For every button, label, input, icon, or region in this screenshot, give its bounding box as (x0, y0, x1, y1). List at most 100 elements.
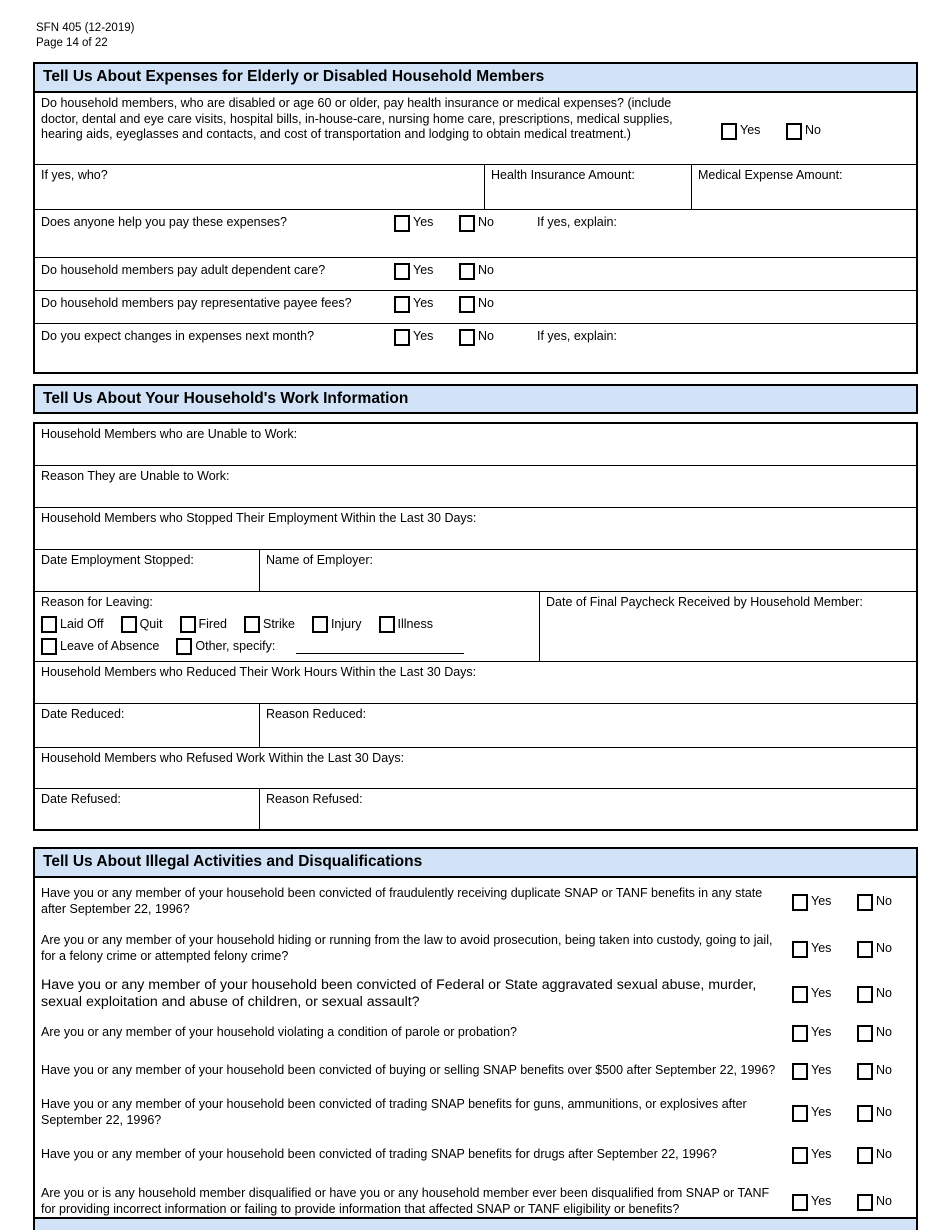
expect-changes-explain-field[interactable]: If yes, explain: (537, 324, 617, 345)
reason-unable-field[interactable]: Reason They are Unable to Work: (35, 466, 916, 509)
date-refused-field[interactable]: Date Refused: (35, 789, 260, 830)
fleeing-felon-question-row: Are you or any member of your household … (35, 926, 916, 972)
yes-checkbox[interactable] (792, 1193, 808, 1211)
date-reduced-field[interactable]: Date Reduced: (35, 704, 260, 748)
stopped-employment-field[interactable]: Household Members who Stopped Their Empl… (35, 508, 916, 551)
section-work: Tell Us About Your Household's Work Info… (33, 383, 918, 832)
no-label: No (876, 941, 892, 956)
section-illegal-body: Have you or any member of your household… (33, 878, 918, 1230)
no-checkbox[interactable] (459, 214, 475, 232)
reduced-hours-field[interactable]: Household Members who Reduced Their Work… (35, 662, 916, 705)
yes-checkbox[interactable] (792, 1104, 808, 1122)
fired-checkbox[interactable] (179, 616, 196, 634)
refused-work-field[interactable]: Household Members who Refused Work Withi… (35, 748, 916, 790)
yes-option: Yes (792, 1146, 857, 1164)
yes-checkbox[interactable] (394, 328, 410, 346)
laid-off-option: Laid Off (41, 616, 104, 634)
question-text: Have you or any member of your household… (41, 976, 757, 1011)
no-checkbox[interactable] (857, 1104, 873, 1122)
yes-checkbox[interactable] (394, 295, 410, 313)
no-checkbox[interactable] (857, 940, 873, 958)
yes-no-group: Yes No (792, 893, 910, 911)
yes-no-group: Yes No (792, 940, 910, 958)
unable-to-work-field[interactable]: Household Members who are Unable to Work… (35, 424, 916, 467)
yes-checkbox[interactable] (792, 1146, 808, 1164)
no-checkbox[interactable] (857, 1193, 873, 1211)
strike-label: Strike (262, 616, 295, 631)
health-insurance-amount-label: Health Insurance Amount: (491, 167, 635, 182)
yes-option: Yes (792, 1024, 857, 1042)
question-text: Have you or any member of your household… (41, 1063, 776, 1078)
yes-label: Yes (811, 1147, 832, 1162)
representative-payee-yes-no: Yes No (394, 291, 524, 313)
other-specify-line[interactable] (296, 640, 465, 654)
help-pay-question-row: Does anyone help you pay these expenses?… (35, 210, 916, 258)
yes-checkbox[interactable] (792, 893, 808, 911)
no-checkbox[interactable] (857, 1062, 873, 1080)
laid-off-checkbox[interactable] (41, 616, 57, 634)
yes-checkbox[interactable] (792, 940, 808, 958)
expect-changes-yes-no: Yes No (394, 324, 524, 346)
date-final-paycheck-field[interactable]: Date of Final Paycheck Received by House… (540, 592, 916, 661)
strike-checkbox[interactable] (243, 616, 260, 634)
yes-label: Yes (413, 215, 434, 230)
illness-checkbox[interactable] (378, 616, 395, 634)
adult-dependent-care-yes-no: Yes No (394, 258, 524, 280)
page-number: Page 14 of 22 (36, 36, 108, 49)
quit-label: Quit (139, 616, 163, 631)
sexual-abuse-question-row: Have you or any member of your household… (35, 972, 916, 1016)
other-checkbox[interactable] (176, 638, 193, 656)
date-employment-stopped-field[interactable]: Date Employment Stopped: (35, 550, 260, 592)
yes-option: Yes (394, 214, 459, 232)
if-yes-who-field[interactable]: If yes, who? (35, 164, 485, 209)
reason-refused-field[interactable]: Reason Refused: (260, 789, 916, 829)
yes-label: Yes (811, 986, 832, 1001)
yes-no-group: Yes No (792, 1104, 910, 1122)
reason-reduced-field[interactable]: Reason Reduced: (260, 704, 916, 747)
fired-option: Fired (179, 616, 227, 634)
yes-checkbox[interactable] (792, 985, 808, 1003)
injury-checkbox[interactable] (311, 616, 328, 634)
yes-checkbox[interactable] (792, 1024, 808, 1042)
if-yes-explain-label: If yes, explain: (537, 214, 617, 229)
help-pay-yes-no: Yes No (394, 210, 524, 232)
no-checkbox[interactable] (459, 328, 475, 346)
expect-changes-row: Do you expect changes in expenses next m… (35, 324, 916, 372)
other-specify-label: Other, specify: (195, 638, 276, 653)
no-checkbox[interactable] (857, 985, 873, 1003)
question-text: Are you or any member of your household … (41, 1025, 517, 1040)
no-checkbox[interactable] (857, 1146, 873, 1164)
date-refused-row: Date Refused: Reason Refused: (35, 789, 916, 830)
section-illegal: Tell Us About Illegal Activities and Dis… (33, 847, 918, 1230)
next-section-header-partial (33, 1217, 918, 1230)
yes-checkbox[interactable] (394, 214, 410, 232)
no-checkbox[interactable] (786, 122, 802, 140)
no-option: No (857, 1146, 892, 1164)
no-checkbox[interactable] (857, 893, 873, 911)
yes-label: Yes (811, 941, 832, 956)
yes-label: Yes (413, 296, 434, 311)
medical-expense-amount-field[interactable]: Medical Expense Amount: (692, 165, 916, 209)
question-text: Have you or any member of your household… (41, 1097, 747, 1128)
strike-option: Strike (243, 616, 295, 634)
yes-option: Yes (394, 328, 459, 346)
no-label: No (478, 263, 494, 278)
injury-label: Injury (330, 616, 362, 631)
yes-option: Yes (394, 295, 459, 313)
yes-checkbox[interactable] (721, 122, 737, 140)
quit-checkbox[interactable] (120, 616, 137, 634)
yes-label: Yes (740, 123, 761, 138)
yes-checkbox[interactable] (792, 1062, 808, 1080)
yes-no-group: Yes No (792, 1193, 910, 1211)
leave-of-absence-checkbox[interactable] (41, 638, 57, 656)
stopped-employment-label: Household Members who Stopped Their Empl… (41, 511, 477, 526)
yes-checkbox[interactable] (394, 262, 410, 280)
no-checkbox[interactable] (459, 295, 475, 313)
name-of-employer-field[interactable]: Name of Employer: (260, 550, 916, 591)
date-reduced-row: Date Reduced: Reason Reduced: (35, 704, 916, 749)
yes-label: Yes (811, 1025, 832, 1040)
help-pay-explain-field[interactable]: If yes, explain: (537, 210, 617, 231)
health-insurance-amount-field[interactable]: Health Insurance Amount: (485, 164, 692, 209)
no-checkbox[interactable] (459, 262, 475, 280)
no-checkbox[interactable] (857, 1024, 873, 1042)
